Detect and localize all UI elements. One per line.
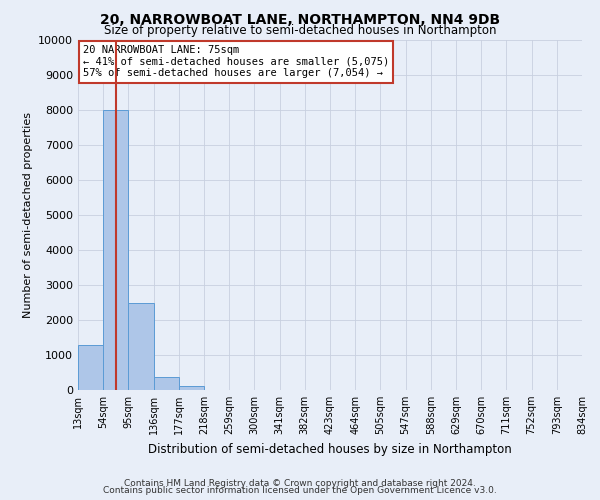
Bar (154, 376, 179, 390)
Bar (78, 344, 103, 390)
Text: 20, NARROWBOAT LANE, NORTHAMPTON, NN4 9DB: 20, NARROWBOAT LANE, NORTHAMPTON, NN4 9D… (100, 12, 500, 26)
X-axis label: Distribution of semi-detached houses by size in Northampton: Distribution of semi-detached houses by … (148, 442, 512, 456)
Text: 20 NARROWBOAT LANE: 75sqm
← 41% of semi-detached houses are smaller (5,075)
57% : 20 NARROWBOAT LANE: 75sqm ← 41% of semi-… (83, 46, 389, 78)
Bar (179, 386, 204, 390)
Bar (103, 110, 128, 390)
Text: Contains HM Land Registry data © Crown copyright and database right 2024.: Contains HM Land Registry data © Crown c… (124, 478, 476, 488)
Y-axis label: Number of semi-detached properties: Number of semi-detached properties (23, 112, 32, 318)
Text: Size of property relative to semi-detached houses in Northampton: Size of property relative to semi-detach… (104, 24, 496, 37)
Text: Contains public sector information licensed under the Open Government Licence v3: Contains public sector information licen… (103, 486, 497, 495)
Bar (128, 302, 154, 390)
